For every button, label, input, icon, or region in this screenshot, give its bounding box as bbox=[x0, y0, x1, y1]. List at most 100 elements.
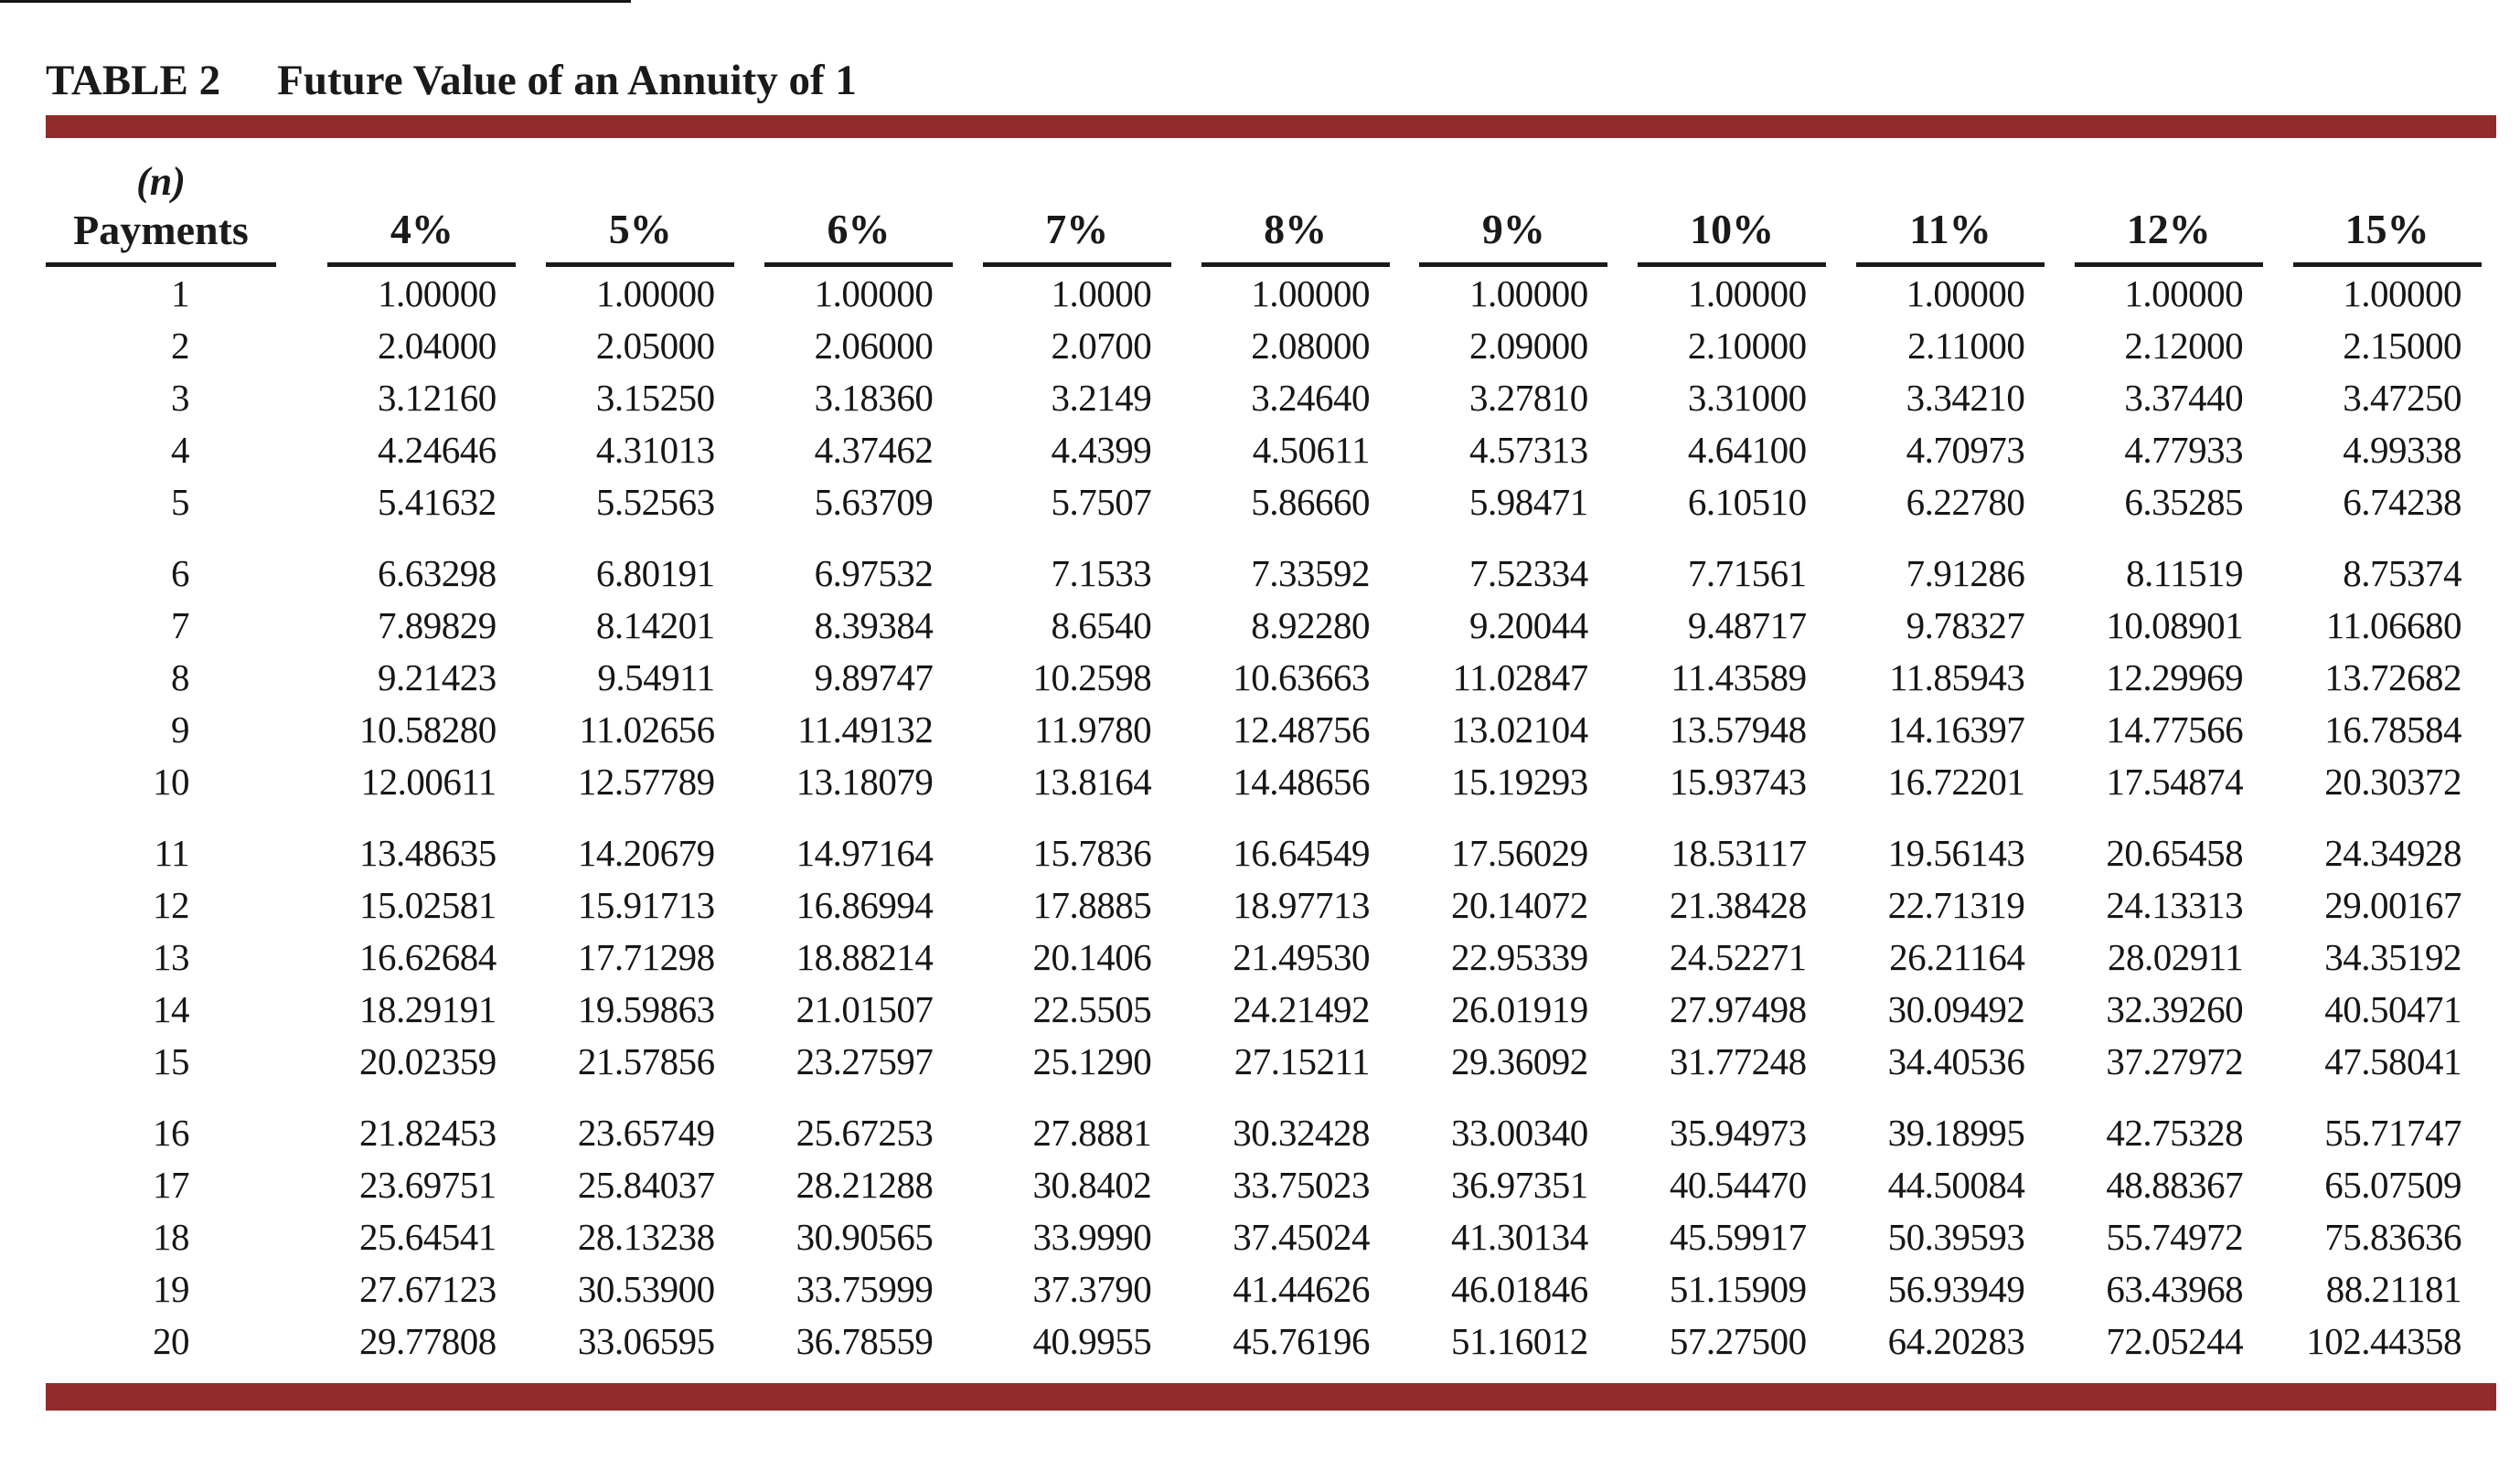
value-cell: 3.24640 bbox=[1251, 376, 1370, 419]
table-row: 1 1.00000 1.00000 1.00000 1.0000 1.00000 1.000… bbox=[46, 267, 2496, 319]
value-cell: 41.44626 bbox=[1233, 1267, 1370, 1310]
value-cell: 41.30134 bbox=[1451, 1215, 1588, 1258]
value-cell: 22.71319 bbox=[1887, 883, 2025, 926]
value-cell: 40.54470 bbox=[1669, 1163, 1807, 1206]
value-cell: 15.02581 bbox=[359, 883, 497, 926]
table-row: 18 25.64541 28.13238 30.90565 33.9990 37.4502… bbox=[46, 1210, 2496, 1262]
value-cell: 24.13313 bbox=[2106, 883, 2244, 926]
value-cell: 25.1290 bbox=[1032, 1039, 1152, 1082]
table-row: 13 16.62684 17.71298 18.88214 20.1406 21.4953… bbox=[46, 931, 2496, 983]
column-header-15pct: 15% bbox=[2278, 158, 2496, 267]
value-cell: 16.64549 bbox=[1233, 831, 1370, 874]
value-cell: 2.08000 bbox=[1251, 324, 1370, 367]
table-number-label: TABLE 2 bbox=[46, 57, 221, 104]
value-cell: 18.97713 bbox=[1233, 883, 1370, 926]
value-cell: 3.15250 bbox=[595, 376, 715, 419]
column-header-label: 6% bbox=[763, 206, 953, 267]
value-cell: 13.57948 bbox=[1669, 708, 1807, 751]
payment-number-cell: 17 bbox=[153, 1163, 190, 1206]
value-cell: 21.57856 bbox=[577, 1039, 715, 1082]
column-header-label: 12% bbox=[2074, 206, 2263, 267]
value-cell: 37.27972 bbox=[2106, 1039, 2244, 1082]
value-cell: 13.02104 bbox=[1451, 708, 1588, 751]
value-cell: 3.2149 bbox=[1051, 376, 1152, 419]
value-cell: 7.89829 bbox=[378, 603, 497, 646]
value-cell: 24.21492 bbox=[1233, 987, 1370, 1030]
value-cell: 3.27810 bbox=[1469, 376, 1588, 419]
value-cell: 10.2598 bbox=[1032, 655, 1152, 698]
value-cell: 30.09492 bbox=[1887, 987, 2025, 1030]
value-cell: 36.78559 bbox=[796, 1319, 934, 1362]
value-cell: 2.06000 bbox=[814, 324, 934, 367]
value-cell: 33.9990 bbox=[1032, 1215, 1152, 1258]
value-cell: 2.05000 bbox=[595, 324, 715, 367]
value-cell: 4.64100 bbox=[1687, 428, 1807, 471]
payment-number-cell: 5 bbox=[171, 480, 190, 523]
value-cell: 27.97498 bbox=[1669, 987, 1807, 1030]
value-cell: 34.35192 bbox=[2324, 935, 2461, 978]
value-cell: 21.01507 bbox=[796, 987, 934, 1030]
value-cell: 6.63298 bbox=[378, 551, 497, 594]
value-cell: 5.52563 bbox=[595, 480, 715, 523]
table-row: 20 29.77808 33.06595 36.78559 40.9955 45.7619… bbox=[46, 1315, 2496, 1367]
column-header-10pct: 10% bbox=[1623, 158, 1842, 267]
value-cell: 51.15909 bbox=[1669, 1267, 1807, 1310]
value-cell: 15.91713 bbox=[577, 883, 715, 926]
column-header-label: 11% bbox=[1855, 206, 2045, 267]
value-cell: 17.54874 bbox=[2106, 760, 2244, 803]
value-cell: 31.77248 bbox=[1669, 1039, 1807, 1082]
payment-number-cell: 4 bbox=[171, 428, 190, 471]
value-cell: 9.21423 bbox=[378, 655, 497, 698]
value-cell: 9.78327 bbox=[1906, 603, 2025, 646]
value-cell: 1.00000 bbox=[2124, 272, 2244, 314]
value-cell: 2.09000 bbox=[1469, 324, 1588, 367]
value-cell: 48.88367 bbox=[2106, 1163, 2244, 1206]
value-cell: 19.56143 bbox=[1887, 831, 2025, 874]
value-cell: 5.63709 bbox=[814, 480, 934, 523]
value-cell: 13.48635 bbox=[359, 831, 497, 874]
value-cell: 12.48756 bbox=[1233, 708, 1370, 751]
payment-number-cell: 13 bbox=[153, 935, 190, 978]
value-cell: 16.72201 bbox=[1887, 760, 2025, 803]
value-cell: 10.63663 bbox=[1233, 655, 1370, 698]
value-cell: 28.13238 bbox=[577, 1215, 715, 1258]
value-cell: 45.59917 bbox=[1669, 1215, 1807, 1258]
table-body: 1 1.00000 1.00000 1.00000 1.0000 1.00000 1.000… bbox=[46, 267, 2496, 1367]
value-cell: 3.37440 bbox=[2124, 376, 2244, 419]
table-row: 6 6.63298 6.80191 6.97532 7.1533 7.33592 7.523… bbox=[46, 527, 2496, 599]
value-cell: 65.07509 bbox=[2324, 1163, 2461, 1206]
table-header: (n) Payments 4% 5% 6% 7% 8% 9% 10% 11% 1… bbox=[46, 158, 2496, 267]
value-cell: 30.53900 bbox=[577, 1267, 715, 1310]
column-header-7pct: 7% bbox=[967, 158, 1186, 267]
value-cell: 1.0000 bbox=[1051, 272, 1152, 314]
column-header-label: 4% bbox=[327, 206, 517, 267]
value-cell: 6.35285 bbox=[2124, 480, 2244, 523]
payment-number-cell: 20 bbox=[153, 1319, 190, 1362]
value-cell: 1.00000 bbox=[595, 272, 715, 314]
value-cell: 5.7507 bbox=[1051, 480, 1152, 523]
value-cell: 15.7836 bbox=[1032, 831, 1152, 874]
value-cell: 10.58280 bbox=[359, 708, 497, 751]
value-cell: 14.77566 bbox=[2106, 708, 2244, 751]
value-cell: 18.88214 bbox=[796, 935, 934, 978]
value-cell: 8.75374 bbox=[2343, 551, 2461, 594]
payments-header: (n) Payments bbox=[46, 158, 313, 267]
value-cell: 14.97164 bbox=[796, 831, 934, 874]
table-row: 12 15.02581 15.91713 16.86994 17.8885 18.9771… bbox=[46, 879, 2496, 931]
table-row: 7 7.89829 8.14201 8.39384 8.6540 8.92280 9.200… bbox=[46, 599, 2496, 651]
value-cell: 2.12000 bbox=[2124, 324, 2244, 367]
value-cell: 25.67253 bbox=[796, 1111, 934, 1154]
value-cell: 1.00000 bbox=[814, 272, 934, 314]
value-cell: 12.00611 bbox=[360, 760, 497, 803]
value-cell: 8.11519 bbox=[2125, 551, 2244, 594]
column-header-label: 7% bbox=[982, 206, 1171, 267]
value-cell: 22.5505 bbox=[1032, 987, 1152, 1030]
n-label: (n) bbox=[136, 159, 186, 204]
value-cell: 26.01919 bbox=[1451, 987, 1588, 1030]
table-row: 10 12.00611 12.57789 13.18079 13.8164 14.4865… bbox=[46, 755, 2496, 807]
value-cell: 4.37462 bbox=[814, 428, 934, 471]
value-cell: 37.45024 bbox=[1233, 1215, 1370, 1258]
value-cell: 9.20044 bbox=[1469, 603, 1588, 646]
value-cell: 12.57789 bbox=[577, 760, 715, 803]
column-header-label: 8% bbox=[1201, 206, 1390, 267]
